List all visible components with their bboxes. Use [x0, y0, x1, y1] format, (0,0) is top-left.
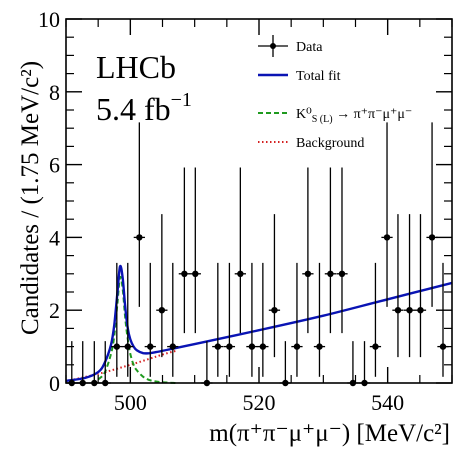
data-point	[302, 167, 314, 334]
data-marker	[248, 343, 256, 350]
data-point	[257, 262, 269, 377]
data-marker	[304, 270, 312, 277]
x-tick-label: 540	[371, 390, 404, 415]
data-point	[189, 167, 201, 334]
data-point	[291, 262, 303, 377]
data-marker	[417, 307, 424, 314]
legend-label-sub: S (L)	[312, 114, 333, 125]
tick-labels: 0 2 4 6 8 10 500 520 540	[38, 7, 404, 415]
luminosity-value: 5.4 fb	[96, 91, 171, 127]
data-points	[66, 122, 449, 387]
data-marker	[214, 343, 222, 350]
data-point	[223, 262, 236, 377]
legend-entry: Total fit	[258, 69, 341, 84]
data-point	[313, 262, 326, 377]
data-point	[178, 167, 191, 334]
data-point	[246, 262, 258, 377]
x-axis-title: m(π⁺π⁻μ⁺μ⁻) [MeV/c²]	[209, 420, 450, 447]
data-point	[381, 122, 393, 307]
data-point	[279, 341, 292, 387]
legend-label-rest: → π⁺π⁻μ⁺μ⁻	[333, 107, 413, 122]
legend-label: Data	[296, 40, 323, 55]
data-point	[122, 262, 134, 377]
fit-curve-dashed	[97, 275, 176, 384]
data-marker	[439, 343, 447, 350]
legend-entry: K⁰S (L) → π⁺π⁻μ⁺μ⁻	[258, 107, 412, 125]
data-marker	[181, 270, 188, 277]
data-marker	[406, 307, 413, 314]
data-marker	[226, 343, 233, 350]
data-point	[426, 122, 438, 307]
data-marker	[394, 307, 402, 314]
data-marker	[136, 234, 143, 241]
data-point	[336, 167, 348, 334]
legend-label: K⁰S (L) → π⁺π⁻μ⁺μ⁻	[296, 107, 412, 125]
data-point	[403, 214, 416, 358]
fit-curves	[65, 264, 453, 384]
data-point	[133, 122, 145, 307]
legend-label-main: Total fit	[296, 69, 341, 84]
legend-label-main: Data	[296, 40, 323, 55]
y-tick-label: 6	[49, 153, 60, 178]
legend-label: Background	[296, 136, 364, 151]
tick-marks	[65, 18, 453, 384]
data-point	[212, 262, 224, 377]
x-tick-label: 520	[243, 390, 276, 415]
data-point	[268, 214, 281, 358]
data-point	[167, 262, 179, 377]
legend: Data Total fit K⁰S (L) → π⁺π⁻μ⁺μ⁻ Backgroun…	[258, 35, 412, 151]
data-marker	[316, 343, 323, 350]
luminosity-exponent: −1	[171, 89, 192, 111]
data-point	[324, 167, 337, 334]
data-marker	[169, 343, 176, 350]
data-marker	[372, 343, 379, 350]
legend-swatch-marker	[270, 43, 276, 49]
legend-label-main: Background	[296, 136, 364, 151]
data-marker	[147, 343, 154, 350]
data-marker	[192, 270, 199, 277]
data-marker	[338, 270, 346, 277]
data-point	[156, 214, 168, 358]
data-marker	[259, 343, 267, 350]
data-marker	[383, 234, 391, 241]
experiment-label: LHCb	[96, 49, 176, 85]
data-marker	[293, 343, 301, 350]
data-marker	[327, 270, 334, 277]
y-axis-title: Candidates / (1.75 MeV/c²)	[17, 61, 44, 335]
y-tick-label: 10	[38, 7, 60, 32]
data-point	[347, 341, 359, 387]
data-point	[358, 341, 371, 387]
data-marker	[158, 307, 166, 314]
data-marker	[271, 307, 278, 314]
data-point	[414, 214, 427, 358]
y-tick-label: 8	[49, 80, 60, 105]
data-point	[234, 167, 246, 334]
y-tick-label: 0	[49, 371, 60, 396]
luminosity-label: 5.4 fb−1	[96, 89, 192, 127]
legend-entry: Data	[258, 35, 323, 57]
legend-label: Total fit	[296, 69, 341, 84]
data-marker	[428, 234, 436, 241]
data-marker	[124, 343, 131, 350]
data-marker	[113, 343, 121, 350]
y-tick-label: 4	[49, 225, 60, 250]
data-point	[369, 262, 382, 377]
fit-curve-solid	[65, 264, 453, 382]
x-tick-label: 500	[114, 390, 147, 415]
data-marker	[237, 270, 244, 277]
data-point	[111, 262, 123, 377]
data-point	[392, 214, 404, 358]
data-point	[201, 341, 213, 387]
legend-entry: Background	[258, 136, 364, 151]
data-point	[437, 262, 449, 377]
legend-label-main: K⁰	[296, 107, 312, 122]
data-point	[144, 262, 156, 377]
y-tick-label: 2	[49, 298, 60, 323]
